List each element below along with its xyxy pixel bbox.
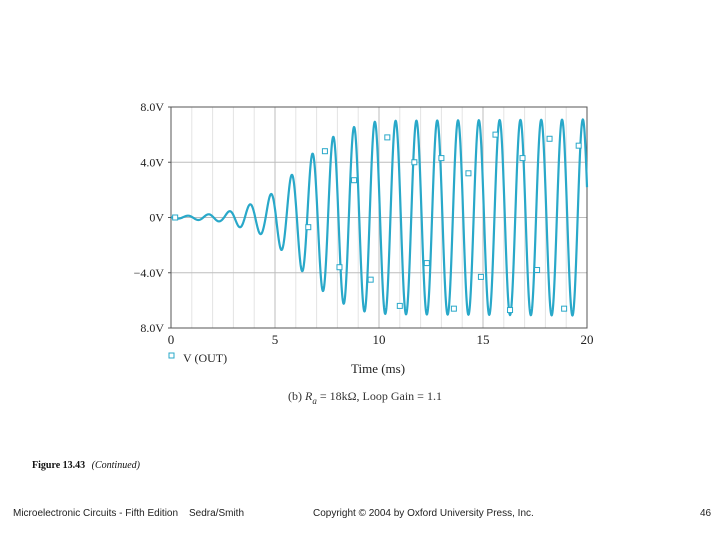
- figure-caption: Figure 13.43 (Continued): [32, 460, 140, 471]
- data-point-marker: [411, 159, 418, 166]
- legend-entry: V (OUT): [183, 351, 227, 365]
- data-point-marker: [492, 131, 499, 138]
- y-tick-label: −4.0V: [134, 266, 165, 280]
- data-point-marker: [534, 266, 541, 273]
- figure-note: (Continued): [91, 460, 140, 471]
- data-point-marker: [546, 135, 553, 142]
- data-point-marker: [172, 214, 179, 221]
- x-axis-label: Time (ms): [351, 361, 405, 376]
- x-tick-label: 0: [168, 332, 175, 347]
- x-tick-label: 15: [477, 332, 490, 347]
- data-point-marker: [450, 305, 457, 312]
- caption-suffix: = 18kΩ, Loop Gain = 1.1: [317, 389, 442, 403]
- slide-footer: Microelectronic Circuits - Fifth Edition…: [0, 508, 720, 524]
- data-point-marker: [465, 170, 472, 177]
- sample-markers: [172, 131, 582, 314]
- x-tick-label: 5: [272, 332, 279, 347]
- caption-prefix: (b): [288, 389, 305, 403]
- data-point-marker: [321, 148, 328, 155]
- footer-book-title: Microelectronic Circuits - Fifth Edition: [13, 508, 179, 519]
- data-point-marker: [575, 142, 582, 149]
- data-point-marker: [305, 224, 312, 231]
- data-point-marker: [561, 305, 568, 312]
- footer-page-number: 46: [700, 508, 712, 519]
- y-tick-label: 8.0V: [140, 321, 164, 335]
- footer-authors: Sedra/Smith: [189, 508, 245, 519]
- tick-labels: 8.0V 4.0V 0V −4.0V 8.0V 0 5 10 15 20: [134, 100, 594, 347]
- data-point-marker: [438, 155, 445, 162]
- data-point-marker: [477, 273, 484, 280]
- y-tick-label: 8.0V: [140, 100, 164, 114]
- figure-number: Figure 13.43: [32, 460, 86, 471]
- data-point-marker: [336, 264, 343, 271]
- legend-marker-icon: [168, 352, 175, 359]
- data-point-marker: [507, 307, 514, 314]
- data-point-marker: [367, 276, 374, 283]
- chart-caption: (b) Ra = 18kΩ, Loop Gain = 1.1: [288, 389, 442, 406]
- footer-copyright: Copyright © 2004 by Oxford University Pr…: [313, 508, 534, 519]
- oscillator-output-chart: 8.0V 4.0V 0V −4.0V 8.0V 0 5 10 15 20 V (OUT) Time…: [134, 100, 594, 406]
- caption-subscript: a: [312, 396, 317, 406]
- series-line-v-out: [170, 118, 589, 317]
- x-tick-label: 10: [373, 332, 386, 347]
- data-point-marker: [423, 260, 430, 267]
- data-point-marker: [384, 134, 391, 141]
- caption-variable: R: [304, 389, 313, 403]
- x-tick-label: 20: [581, 332, 594, 347]
- series-layer: [170, 118, 589, 317]
- data-point-marker: [396, 302, 403, 309]
- data-point-marker: [351, 177, 358, 184]
- legend: V (OUT): [168, 351, 227, 365]
- y-tick-label: 4.0V: [140, 155, 164, 169]
- data-point-marker: [519, 155, 526, 162]
- y-tick-label: 0V: [149, 211, 164, 225]
